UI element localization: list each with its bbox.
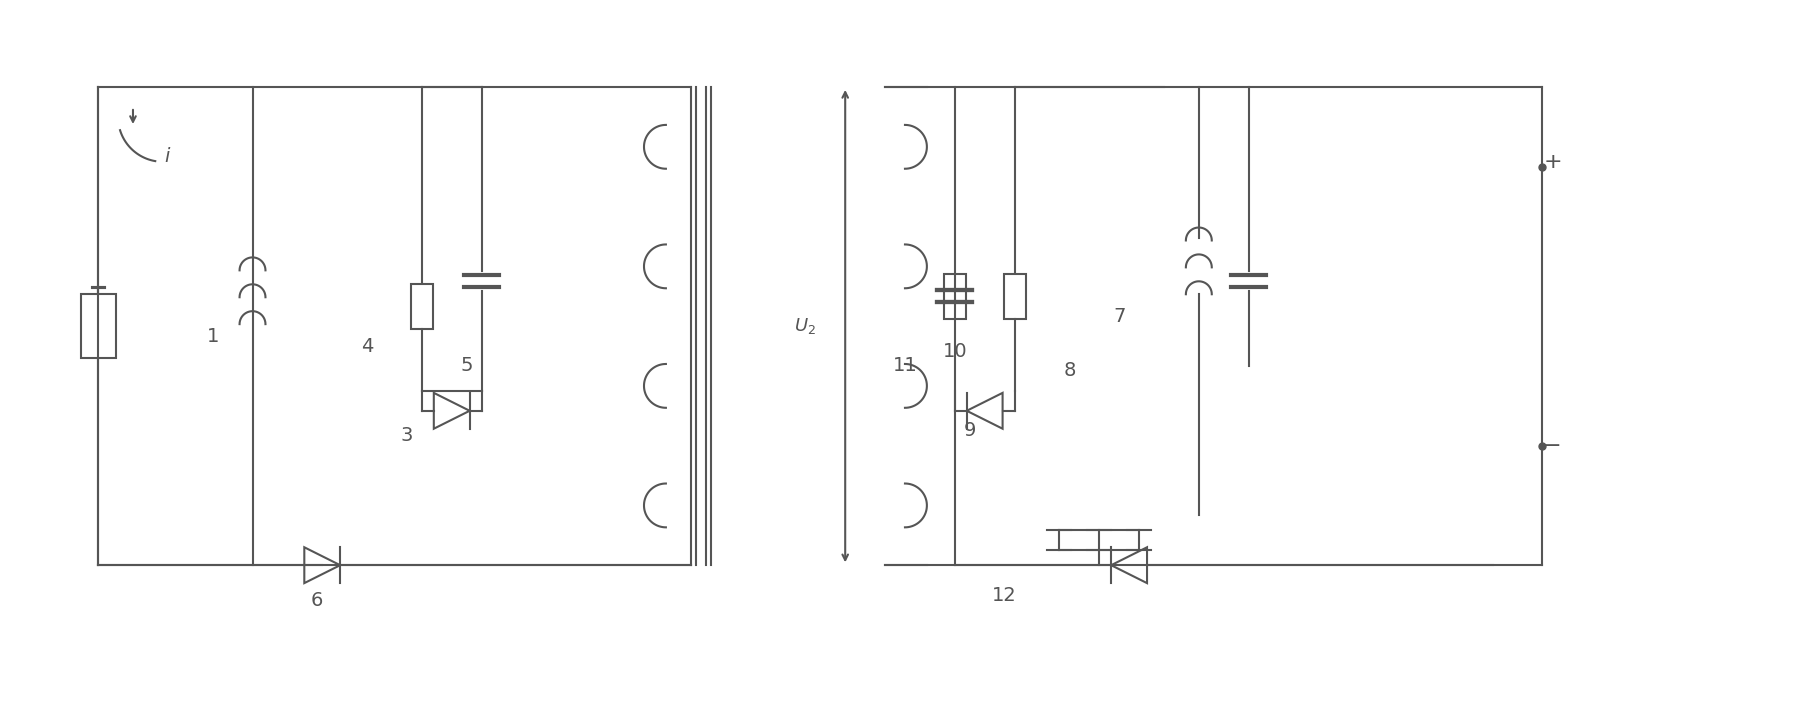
Text: 9: 9 <box>963 421 975 440</box>
Text: 12: 12 <box>991 586 1017 604</box>
Text: $U_2$: $U_2$ <box>794 316 817 336</box>
Text: +: + <box>1543 152 1563 172</box>
Text: 5: 5 <box>460 357 472 375</box>
Text: 1: 1 <box>207 326 219 346</box>
Bar <box>81 294 115 359</box>
Text: 8: 8 <box>1063 362 1076 380</box>
Text: 4: 4 <box>361 337 374 356</box>
Text: 7: 7 <box>1114 306 1126 326</box>
Text: 10: 10 <box>943 342 966 361</box>
Text: −: − <box>1543 435 1563 455</box>
Bar <box>411 284 433 329</box>
Text: 11: 11 <box>893 357 918 375</box>
Text: 6: 6 <box>311 591 323 609</box>
Text: 3: 3 <box>401 426 413 445</box>
Text: $i$: $i$ <box>163 147 171 166</box>
Bar <box>945 274 966 319</box>
Bar <box>1004 274 1026 319</box>
